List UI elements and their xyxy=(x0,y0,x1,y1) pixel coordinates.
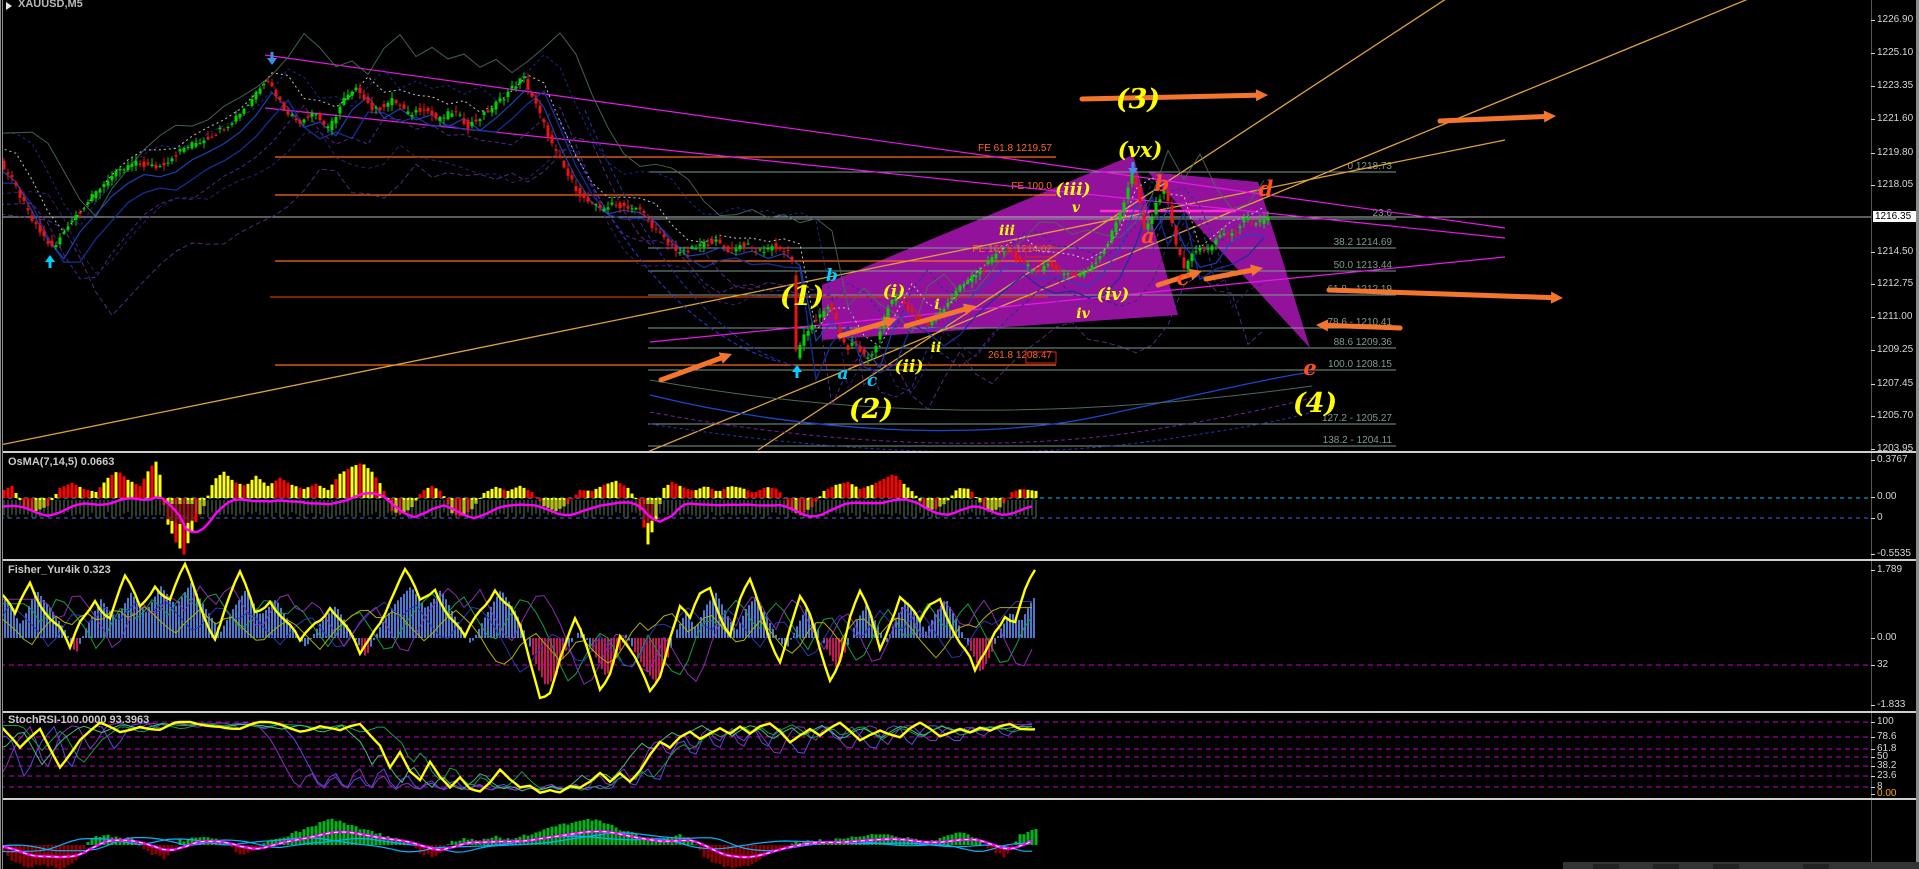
svg-text:a: a xyxy=(837,364,848,384)
axis-tick-label: -0.5535 xyxy=(1871,548,1911,559)
axis-tick-label: 0 xyxy=(1871,512,1883,523)
svg-text:FE 100.0: FE 100.0 xyxy=(1011,181,1052,192)
svg-text:78.6 - 1210.41: 78.6 - 1210.41 xyxy=(1328,317,1393,328)
svg-text:38.2 1214.69: 38.2 1214.69 xyxy=(1334,237,1393,248)
svg-text:138.2 - 1204.11: 138.2 - 1204.11 xyxy=(1323,435,1393,446)
svg-text:iii: iii xyxy=(999,223,1015,239)
svg-text:0 1218.73: 0 1218.73 xyxy=(1348,161,1393,172)
taskbar-item[interactable] xyxy=(1593,864,1619,869)
svg-text:d: d xyxy=(1259,176,1274,201)
axis-tick-label: 38.2 xyxy=(1870,760,1897,771)
axis-tick-label: 32 xyxy=(1870,659,1889,670)
svg-text:FE 61.8 1219.57: FE 61.8 1219.57 xyxy=(978,143,1052,154)
taskbar-item[interactable] xyxy=(1803,864,1829,869)
taskbar-item[interactable] xyxy=(1653,864,1679,869)
axis-tick-label: 1218.05 xyxy=(1870,179,1914,190)
current-price-tag: 1216.35 xyxy=(1873,211,1919,222)
axis-tick-label: 100 xyxy=(1871,716,1894,727)
panel-separator[interactable] xyxy=(0,711,1919,713)
svg-text:v: v xyxy=(1072,200,1081,216)
svg-text:(vx): (vx) xyxy=(1118,137,1163,162)
fisher-indicator-label: Fisher_Yur4ik 0.323 xyxy=(8,564,111,576)
axis-tick-label: -1.833 xyxy=(1870,699,1906,710)
chart-symbol-title: XAUUSD,M5 xyxy=(18,0,83,10)
axis-tick-label: 1225.10 xyxy=(1870,47,1914,58)
svg-text:100.0 1208.15: 100.0 1208.15 xyxy=(1328,359,1392,370)
taskbar-item[interactable] xyxy=(1713,864,1739,869)
axis-tick-label: 61.8 xyxy=(1870,743,1897,754)
axis-tick-label: 1.789 xyxy=(1870,564,1903,575)
svg-text:i: i xyxy=(934,297,939,313)
chart-title-marker-icon xyxy=(6,2,12,10)
axis-tick-label: 1209.25 xyxy=(1870,344,1914,355)
price-axis[interactable]: 1216.35 1226.90 1225.10 1223.35 1221.60 1219… xyxy=(1870,0,1919,869)
axis-tick-label: 0.00 xyxy=(1870,632,1897,643)
svg-text:23.6: 23.6 xyxy=(1373,208,1393,219)
panel-separator[interactable] xyxy=(0,798,1919,800)
axis-tick-label: 78.6 xyxy=(1870,731,1897,742)
window-border-left xyxy=(0,0,3,869)
axis-tick-label: 1203.95 xyxy=(1870,443,1914,454)
svg-text:50.0 1213.44: 50.0 1213.44 xyxy=(1334,260,1393,271)
taskbar-strip[interactable] xyxy=(1563,862,1919,869)
svg-text:b: b xyxy=(1155,171,1170,196)
axis-tick-label: 0.3767 xyxy=(1871,454,1908,465)
svg-text:(i): (i) xyxy=(883,282,906,302)
svg-text:(2): (2) xyxy=(849,394,893,425)
svg-text:iv: iv xyxy=(1076,306,1090,322)
axis-tick-label: 1205.70 xyxy=(1870,410,1914,421)
svg-text:127.2 - 1205.27: 127.2 - 1205.27 xyxy=(1322,413,1392,424)
axis-tick-label: 1223.35 xyxy=(1870,80,1914,91)
axis-tick-label: 8 xyxy=(1871,781,1883,792)
axis-tick-label: 1219.80 xyxy=(1870,147,1914,158)
window-border-right xyxy=(1916,0,1919,869)
osma-indicator-label: OsMA(7,14,5) 0.0663 xyxy=(8,456,115,468)
svg-text:ii: ii xyxy=(931,340,942,356)
axis-tick-label: 1226.90 xyxy=(1870,14,1914,25)
svg-text:88.6 1209.36: 88.6 1209.36 xyxy=(1334,337,1393,348)
svg-text:(iv): (iv) xyxy=(1097,285,1129,305)
svg-text:c: c xyxy=(867,371,878,391)
svg-text:a: a xyxy=(1141,223,1155,248)
stochrsi-indicator-label: StochRSI-100.0000 93.3963 xyxy=(8,714,150,726)
axis-tick-label: 1221.60 xyxy=(1870,113,1914,124)
axis-tick-label: 1214.50 xyxy=(1870,246,1914,257)
panel-separator[interactable] xyxy=(0,451,1919,453)
axis-tick-label: 50 xyxy=(1870,751,1889,762)
axis-tick-label: 0.00 xyxy=(1870,788,1897,799)
svg-text:c: c xyxy=(1177,265,1190,290)
svg-text:(4): (4) xyxy=(1293,388,1337,419)
svg-text:(3): (3) xyxy=(1116,84,1160,115)
axis-tick-label: 1211.00 xyxy=(1870,311,1913,322)
svg-text:b: b xyxy=(826,266,838,286)
axis-tick-label: 23.6 xyxy=(1870,770,1897,781)
svg-text:(iii): (iii) xyxy=(1055,180,1090,200)
svg-text:(ii): (ii) xyxy=(894,357,923,377)
axis-tick-label: 1207.45 xyxy=(1870,378,1914,389)
panel-separator[interactable] xyxy=(0,559,1919,561)
svg-text:e: e xyxy=(1303,355,1316,380)
axis-tick-label: 0.00 xyxy=(1870,491,1897,502)
svg-text:(1): (1) xyxy=(780,281,824,312)
axis-tick-label: 1212.75 xyxy=(1870,278,1914,289)
